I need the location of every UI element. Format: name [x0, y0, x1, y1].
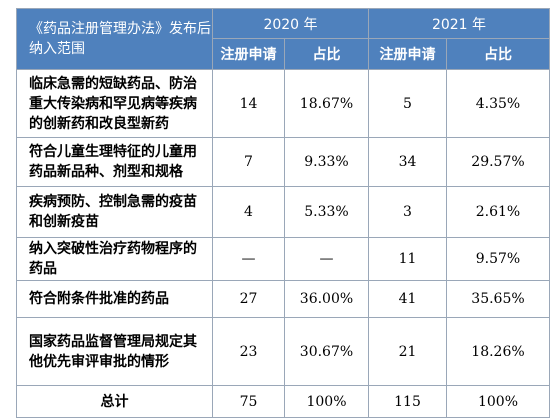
reg-2021-cell: 11 — [368, 237, 447, 281]
reg-2021-cell: 3 — [368, 186, 447, 238]
share-2020-cell: 18.67% — [284, 69, 369, 138]
reg-2021-total: 115 — [368, 385, 447, 418]
year-2020-header: 2020 年 — [212, 8, 369, 39]
priority-review-table: 《药品注册管理办法》发布后纳入范围 2020 年 2021 年 注册申请 占比 … — [16, 8, 550, 418]
total-row: 总计 75 100% 115 100% — [16, 385, 550, 418]
row-label: 纳入突破性治疗药物程序的药品 — [16, 237, 213, 281]
row-label: 符合儿童生理特征的儿童用药品新品种、剂型和规格 — [16, 137, 213, 187]
reg-2020-cell: 4 — [212, 186, 285, 238]
row-label: 疾病预防、控制急需的疫苗和创新疫苗 — [16, 186, 213, 238]
reg-2020-total: 75 — [212, 385, 285, 418]
priority-review-table-container: 《药品注册管理办法》发布后纳入范围 2020 年 2021 年 注册申请 占比 … — [16, 8, 550, 418]
share-2021-cell: 4.35% — [446, 69, 550, 138]
reg-2021-cell: 21 — [368, 317, 447, 386]
share-2020-cell: — — [284, 237, 369, 281]
category-header: 《药品注册管理办法》发布后纳入范围 — [16, 8, 213, 70]
share-2021-cell: 18.26% — [446, 317, 550, 386]
reg-2020-cell: 23 — [212, 317, 285, 386]
reg-2021-cell: 41 — [368, 280, 447, 318]
share-2020-header: 占比 — [284, 38, 369, 70]
reg-2021-cell: 34 — [368, 137, 447, 187]
table-row: 疾病预防、控制急需的疫苗和创新疫苗 4 5.33% 3 2.61% — [16, 186, 550, 238]
reg-2020-cell: 27 — [212, 280, 285, 318]
row-label: 符合附条件批准的药品 — [16, 280, 213, 318]
reg-2020-cell: 7 — [212, 137, 285, 187]
share-2021-cell: 9.57% — [446, 237, 550, 281]
row-label: 国家药品监督管理局规定其他优先审评审批的情形 — [16, 317, 213, 386]
table-row: 符合儿童生理特征的儿童用药品新品种、剂型和规格 7 9.33% 34 29.57… — [16, 137, 550, 187]
share-2020-cell: 30.67% — [284, 317, 369, 386]
reg-2021-cell: 5 — [368, 69, 447, 138]
table-row: 纳入突破性治疗药物程序的药品 — — 11 9.57% — [16, 237, 550, 281]
table-row: 符合附条件批准的药品 27 36.00% 41 35.65% — [16, 280, 550, 318]
share-2020-cell: 5.33% — [284, 186, 369, 238]
row-label: 临床急需的短缺药品、防治重大传染病和罕见病等疾病的创新药和改良型新药 — [16, 69, 213, 138]
share-2020-cell: 9.33% — [284, 137, 369, 187]
reg-2021-header: 注册申请 — [368, 38, 447, 70]
share-2021-cell: 2.61% — [446, 186, 550, 238]
table-row: 临床急需的短缺药品、防治重大传染病和罕见病等疾病的创新药和改良型新药 14 18… — [16, 69, 550, 138]
total-label: 总计 — [16, 385, 213, 418]
share-2021-cell: 35.65% — [446, 280, 550, 318]
reg-2020-header: 注册申请 — [212, 38, 285, 70]
year-2021-header: 2021 年 — [368, 8, 550, 39]
reg-2020-cell: — — [212, 237, 285, 281]
reg-2020-cell: 14 — [212, 69, 285, 138]
share-2020-cell: 36.00% — [284, 280, 369, 318]
share-2021-header: 占比 — [446, 38, 550, 70]
share-2021-total: 100% — [446, 385, 550, 418]
table-row: 国家药品监督管理局规定其他优先审评审批的情形 23 30.67% 21 18.2… — [16, 317, 550, 386]
share-2021-cell: 29.57% — [446, 137, 550, 187]
share-2020-total: 100% — [284, 385, 369, 418]
